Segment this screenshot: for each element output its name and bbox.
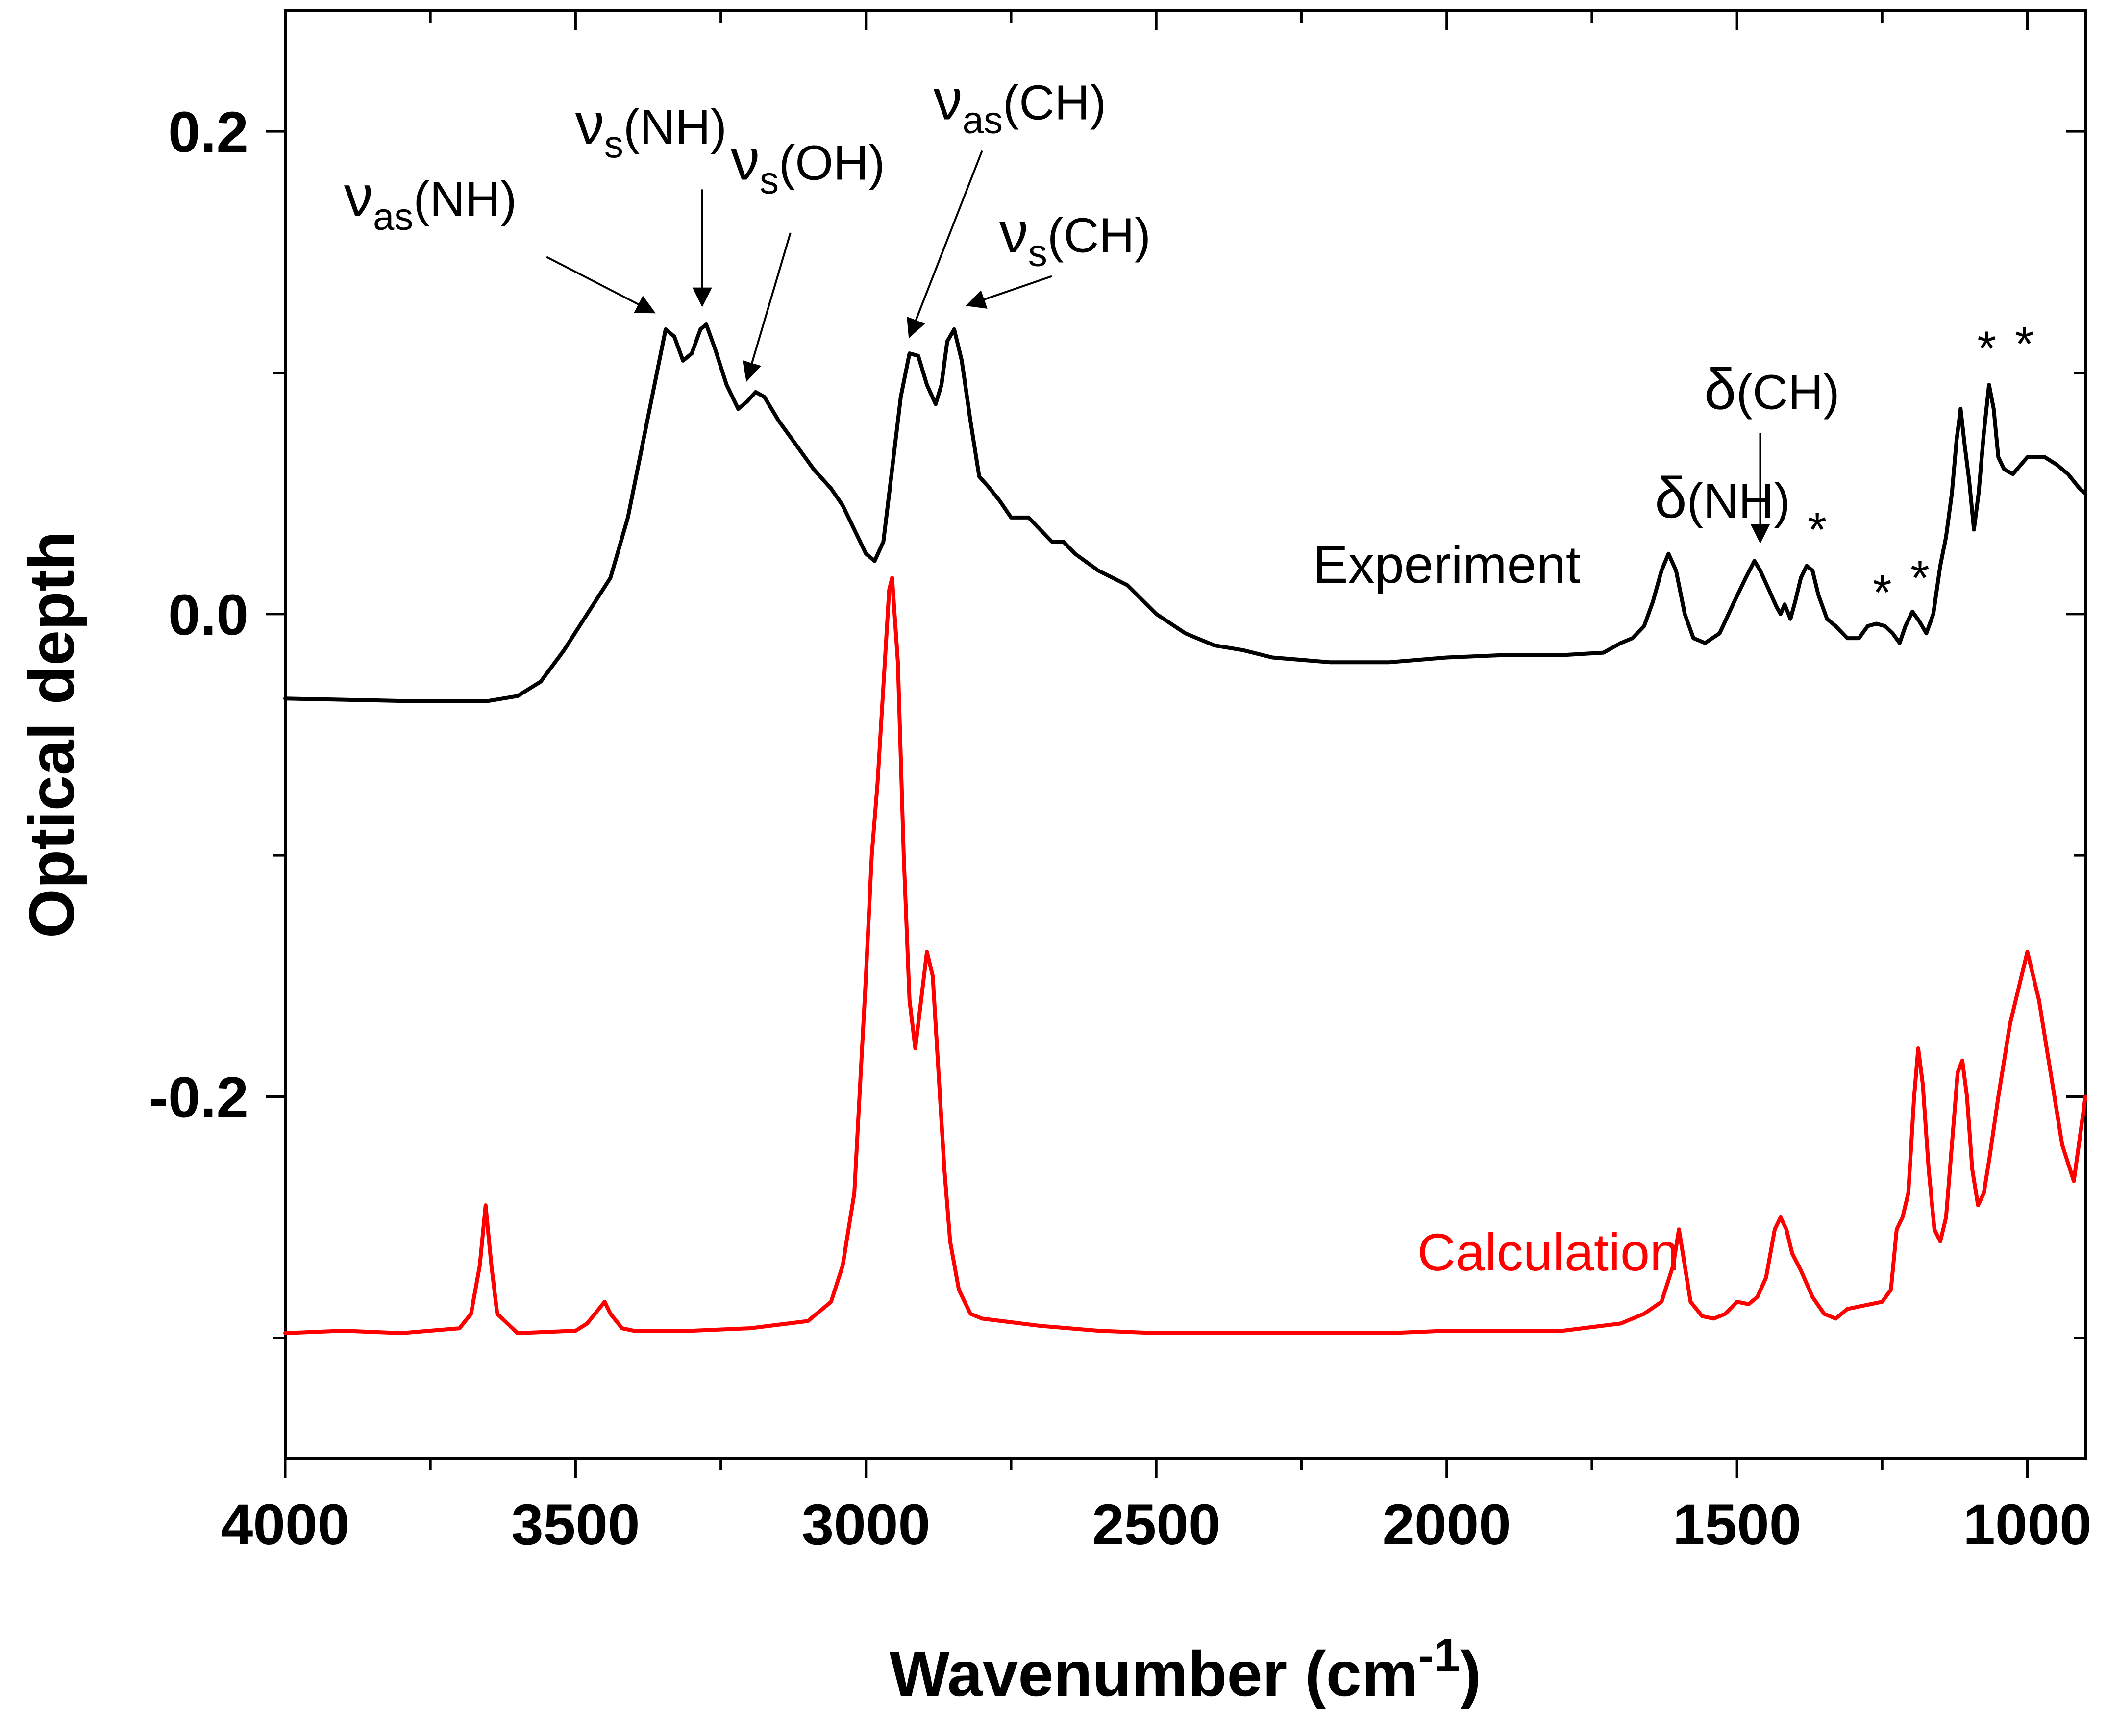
- x-tick-label: 2000: [1382, 1492, 1511, 1557]
- x-axis-title-superscript: -1: [1418, 1629, 1460, 1682]
- annotation-asterisk: *: [1910, 550, 1930, 605]
- annotation-label: νs(NH): [575, 92, 727, 166]
- annotation-symbol: *: [1977, 322, 1996, 376]
- annotation-mode: (CH): [1047, 208, 1151, 263]
- x-axis-title-close: ): [1460, 1638, 1481, 1710]
- annotation-arrow: [742, 232, 792, 382]
- series-line-calculation: [283, 576, 2087, 1335]
- annotation-label: νas(CH): [934, 68, 1106, 142]
- annotation-symbol: *: [2015, 317, 2034, 372]
- annotation-mode: (CH): [1003, 75, 1106, 130]
- annotation-mode: (NH): [623, 99, 727, 154]
- annotation-label: νas(NH): [344, 164, 517, 238]
- series-group: [283, 322, 2087, 1335]
- y-tick-label: -0.2: [149, 1066, 248, 1130]
- annotation-arrow: [546, 256, 656, 314]
- plot-frame: [284, 9, 2087, 1460]
- y-axis-title: Optical depth: [16, 531, 87, 939]
- y-tick-label: 0.0: [168, 583, 248, 647]
- annotation-arrow: [907, 150, 983, 339]
- annotation-label: νs(CH): [999, 200, 1151, 274]
- annotation-symbol: ν: [344, 164, 373, 228]
- annotation-symbol: ν: [934, 68, 963, 132]
- annotation-symbol: *: [1873, 565, 1892, 620]
- annotation-label: δ(NH): [1655, 466, 1790, 530]
- annotation-arrow: [966, 275, 1052, 309]
- annotation-mode: (NH): [1687, 473, 1790, 528]
- annotation-symbol: ν: [731, 128, 760, 193]
- annotation-symbol: δ: [1655, 466, 1687, 530]
- annotation-symbol: ν: [999, 200, 1028, 265]
- annotation-mode: (OH): [779, 136, 885, 191]
- annotation-subscript: s: [1028, 231, 1047, 274]
- annotation-label: δ(CH): [1704, 357, 1840, 422]
- annotation-subscript: s: [760, 159, 779, 202]
- x-tick-label: 4000: [221, 1492, 350, 1557]
- series-label-calculation: Calculation: [1417, 1222, 1679, 1282]
- annotation-label: νs(OH): [731, 128, 885, 202]
- annotation-asterisk: *: [2015, 317, 2034, 372]
- annotation-asterisk: *: [1873, 565, 1892, 620]
- x-axis-title: Wavenumber (cm-1): [890, 1629, 1481, 1710]
- annotation-subscript: as: [373, 195, 413, 238]
- x-tick-label: 2500: [1092, 1492, 1221, 1557]
- x-axis-title-main: Wavenumber (cm: [890, 1638, 1418, 1710]
- annotation-symbol: *: [1808, 502, 1827, 557]
- annotation-mode: (CH): [1736, 365, 1840, 420]
- annotation-symbol: ν: [575, 92, 604, 156]
- annotation-asterisk: *: [1977, 322, 1996, 376]
- annotation-symbol: *: [1910, 550, 1930, 605]
- y-tick-label: 0.2: [168, 100, 248, 165]
- x-tick-label: 3000: [802, 1492, 931, 1557]
- axes: 4000 3500 3000 2500 2000 1500 1000 0.2 0.0 -0.2: [149, 9, 2092, 1557]
- annotations: νas(NH)νs(NH)νs(OH)νas(CH)νs(CH)δ(NH)δ(C…: [344, 68, 2034, 620]
- annotation-asterisk: *: [1808, 502, 1827, 557]
- annotation-mode: (NH): [413, 172, 517, 226]
- series-line-experiment: [283, 322, 2087, 703]
- series-label-experiment: Experiment: [1313, 535, 1581, 594]
- x-tick-label: 3500: [511, 1492, 640, 1557]
- annotation-subscript: s: [604, 123, 623, 166]
- labels: Wavenumber (cm-1) Optical depth Experiment…: [16, 531, 1679, 1710]
- x-tick-label: 1000: [1963, 1492, 2092, 1557]
- annotation-subscript: as: [963, 99, 1003, 142]
- x-tick-label: 1500: [1673, 1492, 1802, 1557]
- annotation-symbol: δ: [1704, 357, 1736, 422]
